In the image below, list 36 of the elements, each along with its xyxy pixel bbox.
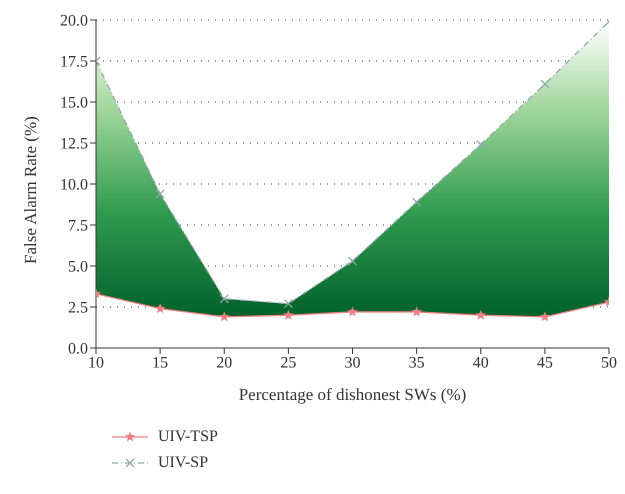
x-tick-label: 25 xyxy=(280,354,296,372)
point xyxy=(220,294,229,304)
point xyxy=(412,197,422,207)
y-axis-title: False Alarm Rate (%) xyxy=(21,116,40,264)
point xyxy=(540,79,550,89)
x-tick-label: 20 xyxy=(216,354,232,372)
y-tick-label: 0.0 xyxy=(68,340,88,358)
point xyxy=(347,306,358,316)
point xyxy=(348,256,358,266)
x-tick-label: 15 xyxy=(152,354,168,372)
y-tick-label: 12.5 xyxy=(60,136,88,153)
point xyxy=(283,310,294,320)
x-tick-label: 45 xyxy=(536,354,553,372)
point xyxy=(284,299,294,308)
point xyxy=(476,140,486,150)
x-tick-label: 35 xyxy=(408,354,425,372)
y-tick-label: 5.0 xyxy=(68,258,88,276)
point xyxy=(411,306,422,316)
y-tick-label: 7.5 xyxy=(68,218,88,235)
point xyxy=(155,189,165,198)
legend-label: UIV-TSP xyxy=(158,428,218,446)
x-tick-label: 30 xyxy=(344,354,360,372)
legend-label: UIV-SP xyxy=(158,454,208,472)
y-tick-label: 10.0 xyxy=(60,176,88,194)
point xyxy=(476,310,486,320)
x-axis-title: Percentage of dishonest SWs (%) xyxy=(238,385,466,404)
point xyxy=(154,303,166,314)
x-tick-label: 40 xyxy=(472,354,489,372)
x-tick-label: 10 xyxy=(88,354,104,372)
y-tick-label: 2.5 xyxy=(68,300,88,317)
x-tick-label: 50 xyxy=(601,354,617,372)
point xyxy=(540,311,550,322)
y-tick-label: 17.5 xyxy=(60,54,88,71)
y-tick-label: 20.0 xyxy=(60,12,88,30)
point xyxy=(219,311,230,322)
y-tick-label: 15.0 xyxy=(60,94,88,112)
